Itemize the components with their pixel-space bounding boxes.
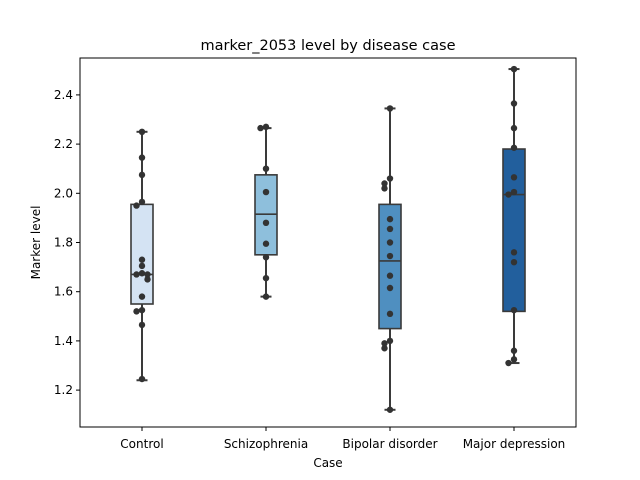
data-point [510, 347, 518, 354]
data-point [133, 308, 140, 315]
box [378, 203, 402, 330]
data-point [381, 180, 388, 187]
data-point [510, 144, 518, 151]
data-point [386, 284, 394, 292]
x-tick-label: Major depression [463, 437, 566, 451]
data-point [381, 345, 388, 352]
y-tick-label: 2.2 [54, 137, 73, 151]
x-tick-label: Bipolar disorder [342, 437, 437, 451]
x-tick-label: Schizophrenia [224, 437, 308, 451]
data-point [510, 258, 518, 266]
data-point [262, 165, 270, 172]
data-point [262, 274, 270, 282]
data-point [138, 293, 146, 300]
data-point [386, 225, 394, 233]
y-tick-label: 1.4 [54, 334, 73, 348]
data-point [386, 215, 394, 223]
y-tick-label: 1.2 [54, 383, 73, 397]
x-axis-title: Case [313, 456, 342, 470]
data-point [386, 252, 394, 260]
x-axis: Control Schizophrenia Bipolar disorder Majo… [120, 427, 565, 451]
data-point [505, 191, 512, 198]
data-point [386, 406, 394, 413]
data-point [505, 359, 512, 367]
data-point [138, 262, 146, 270]
box [502, 148, 526, 313]
data-point [144, 276, 151, 283]
y-tick-label: 1.6 [54, 285, 73, 299]
chart-title: marker_2053 level by disease case [201, 38, 456, 54]
data-point [262, 240, 270, 247]
box-group [378, 107, 402, 411]
data-point [381, 340, 388, 347]
plot-area [130, 65, 526, 413]
data-point [138, 256, 146, 263]
data-point [262, 254, 270, 261]
y-tick-label: 2.0 [54, 186, 73, 200]
data-point [510, 100, 518, 107]
axes-frame [79, 57, 577, 428]
data-point [133, 202, 140, 209]
data-point [386, 105, 394, 112]
box-group [502, 68, 526, 365]
data-point [138, 171, 146, 179]
box [130, 203, 154, 305]
data-point [257, 124, 264, 132]
data-point [262, 188, 270, 196]
data-point [138, 198, 146, 206]
data-point [510, 356, 518, 363]
data-point [138, 321, 146, 329]
data-point [386, 239, 394, 246]
box-group [254, 127, 278, 298]
data-point [138, 154, 146, 161]
data-point [144, 271, 151, 278]
y-tick-label: 2.4 [54, 88, 73, 102]
data-point [510, 174, 518, 181]
data-point [510, 249, 518, 256]
data-point [386, 175, 394, 182]
data-point [386, 272, 394, 279]
data-point [510, 188, 518, 196]
box-group [130, 130, 154, 382]
data-point [381, 185, 388, 192]
data-point [262, 219, 270, 227]
y-axis-title: Marker level [29, 206, 43, 280]
data-point [262, 293, 270, 300]
data-point [133, 271, 140, 278]
data-point [138, 128, 146, 135]
y-axis: 1.2 1.4 1.6 1.8 2.0 2.2 2.4 [54, 88, 80, 397]
data-point [510, 306, 518, 314]
data-point [386, 310, 394, 318]
data-point [510, 65, 518, 73]
data-point [138, 270, 146, 277]
data-point [138, 306, 146, 314]
data-point [262, 123, 270, 131]
x-tick-label: Control [120, 437, 163, 451]
y-tick-label: 1.8 [54, 236, 73, 250]
data-point [386, 337, 394, 345]
data-point [138, 375, 146, 383]
data-point [510, 124, 518, 132]
